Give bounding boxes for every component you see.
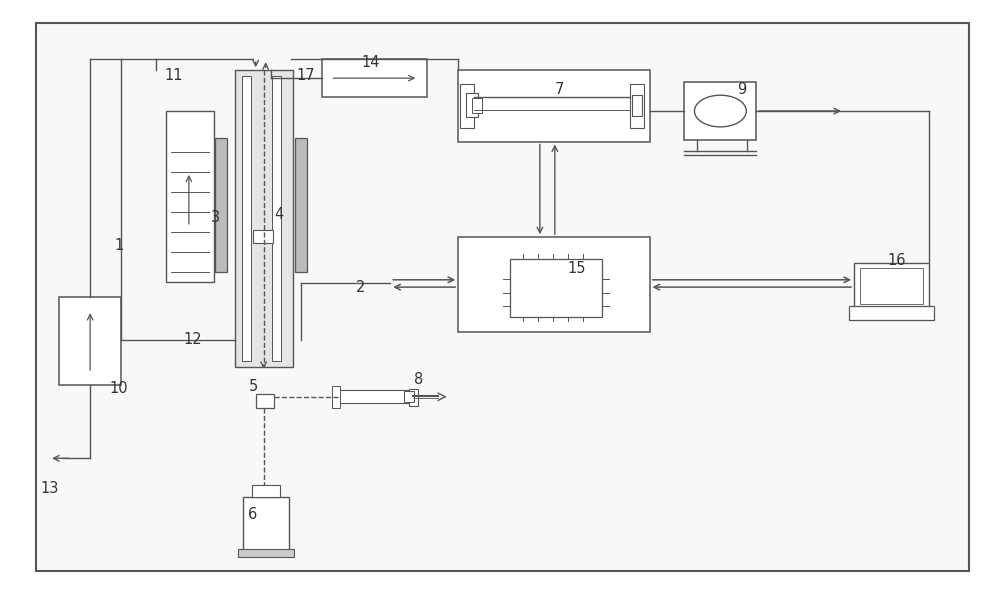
Bar [510,259,602,317]
Bar [404,391,414,402]
Text: 7: 7 [555,82,565,97]
Bar [295,138,307,272]
Bar [332,386,340,408]
Text: 1: 1 [114,237,124,253]
Circle shape [694,95,746,127]
Text: 17: 17 [296,68,315,83]
Bar [472,98,482,113]
Text: 4: 4 [274,207,283,222]
Text: 10: 10 [110,381,128,396]
Text: 6: 6 [248,507,257,522]
Text: 14: 14 [361,55,380,70]
Bar [466,93,478,117]
Bar [684,83,756,140]
Bar [322,59,427,97]
Bar [59,297,121,385]
Bar [215,138,227,272]
Text: 12: 12 [184,332,202,347]
Bar [860,268,923,304]
Text: 5: 5 [249,379,258,394]
Bar [460,84,474,128]
Bar [849,306,934,320]
Text: 8: 8 [414,371,423,387]
Bar [458,237,650,332]
Bar [235,70,293,367]
Bar [458,70,650,141]
Bar [243,498,289,551]
Bar [256,394,274,408]
Text: 16: 16 [888,253,906,268]
Bar [409,389,418,406]
Bar [272,76,281,361]
Bar [338,390,413,403]
Bar [252,485,280,498]
Text: 2: 2 [356,280,365,295]
Bar [153,70,492,374]
Text: 3: 3 [211,210,220,225]
Text: 15: 15 [568,261,586,276]
Bar [253,230,273,243]
Bar [854,263,929,307]
Bar [242,76,251,361]
Text: 9: 9 [737,82,746,97]
Bar [630,84,644,128]
Bar [632,95,642,116]
Bar [238,549,294,557]
Bar [166,111,214,282]
Text: 13: 13 [40,481,58,496]
Text: 11: 11 [165,68,183,83]
